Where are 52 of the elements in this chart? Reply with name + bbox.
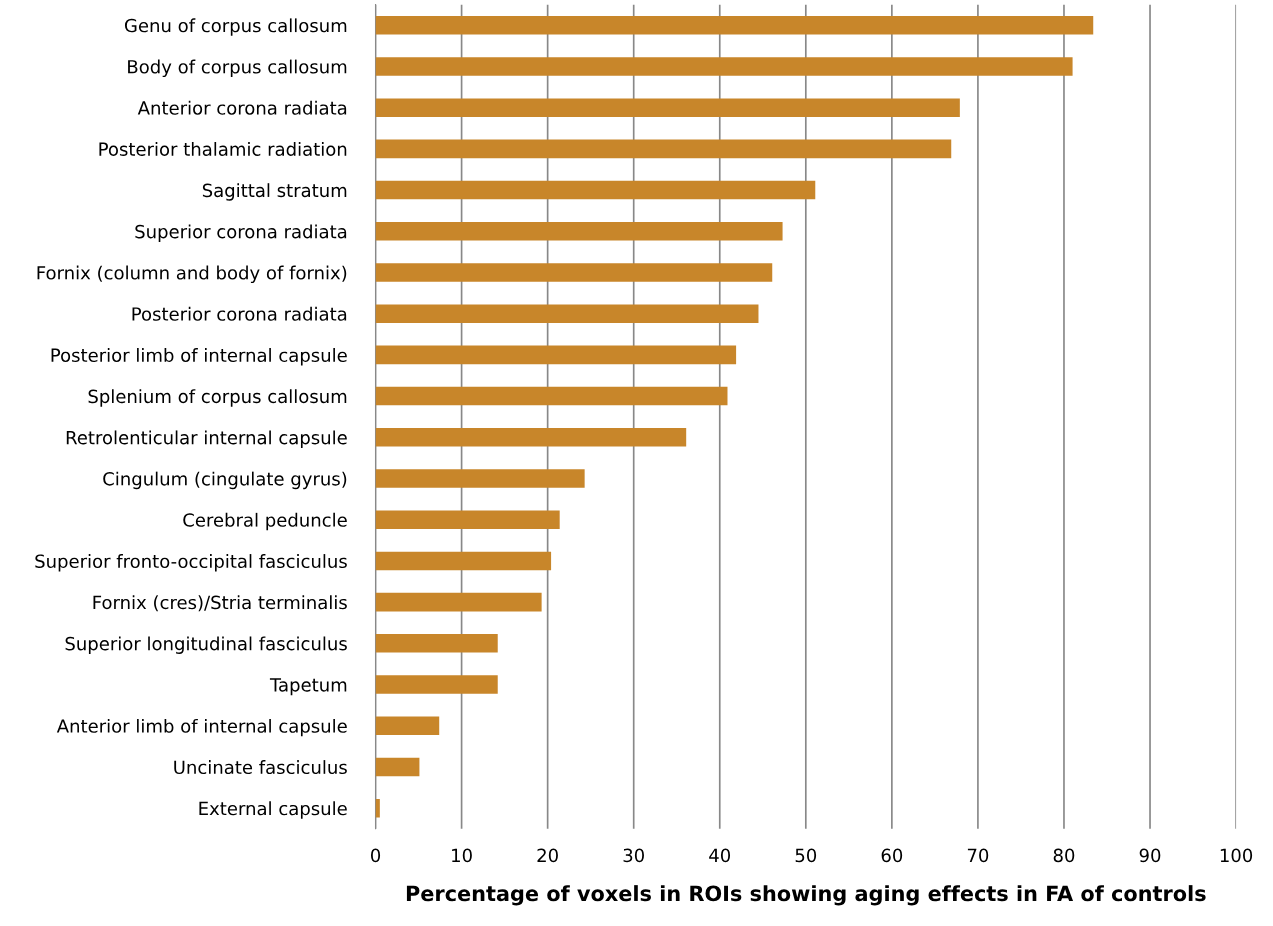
y-tick-label: Sagittal stratum: [202, 183, 347, 201]
bar: [375, 798, 380, 818]
y-tick-label: Genu of corpus callosum: [124, 18, 347, 36]
bar: [375, 716, 440, 736]
y-tick-label: Superior longitudinal fasciculus: [65, 636, 347, 654]
y-tick-label: Tapetum: [269, 678, 347, 696]
y-tick-label: External capsule: [199, 801, 347, 819]
y-tick-label: Splenium of corpus callosum: [88, 389, 347, 407]
bar: [375, 634, 498, 653]
y-tick-label: Superior corona radiata: [135, 224, 347, 242]
bar: [375, 180, 816, 200]
bar: [375, 757, 420, 777]
x-tick-label: 70: [967, 848, 989, 863]
bar: [375, 57, 1073, 76]
bar: [375, 551, 552, 571]
bar: [375, 428, 687, 447]
x-tick-label: 10: [452, 848, 472, 863]
y-tick-label: Posterior thalamic radiation: [99, 141, 347, 156]
x-tick-label: 30: [623, 848, 644, 863]
bar: [375, 592, 542, 612]
y-tick-label: Posterior limb of internal capsule: [51, 348, 347, 366]
x-tick-label: 20: [537, 848, 558, 863]
bar: [375, 139, 952, 159]
x-tick-label: 40: [709, 848, 731, 863]
bar: [375, 15, 1094, 35]
y-tick-label: Uncinate fasciculus: [174, 760, 347, 775]
bar: [375, 345, 737, 365]
bar: [375, 222, 783, 241]
bar: [375, 263, 773, 282]
x-tick-label: 60: [881, 848, 903, 863]
x-tick-label: 90: [1139, 848, 1161, 863]
y-tick-label: Fornix (cres)/Stria terminalis: [93, 595, 347, 612]
bar: [375, 386, 728, 406]
y-tick-label: Anterior limb of internal capsule: [56, 718, 347, 737]
y-tick-label: Cerebral peduncle: [183, 512, 347, 531]
y-tick-label: Superior fronto-occipital fasciculus: [35, 554, 347, 572]
bar: [375, 304, 759, 323]
bar: [375, 675, 498, 694]
bar: [375, 510, 560, 529]
bar: [375, 469, 585, 488]
bar: [375, 98, 960, 117]
y-tick-label: Fornix (column and body of fornix): [37, 265, 347, 284]
y-tick-label: Body of corpus callosum: [128, 59, 347, 78]
x-tick-label: 80: [1053, 848, 1075, 863]
x-axis-title: Percentage of voxels in ROIs showing aging effects in FA of controls: [406, 885, 1206, 906]
y-tick-label: Retrolenticular internal capsule: [66, 430, 347, 448]
y-tick-label: Posterior corona radiata: [132, 306, 347, 321]
x-tick-label: 0: [370, 848, 381, 863]
x-tick-label: 100: [1220, 848, 1253, 863]
y-tick-label: Cingulum (cingulate gyrus): [103, 471, 347, 490]
y-tick-label: Anterior corona radiata: [137, 100, 347, 115]
x-tick-label: 50: [795, 848, 817, 863]
